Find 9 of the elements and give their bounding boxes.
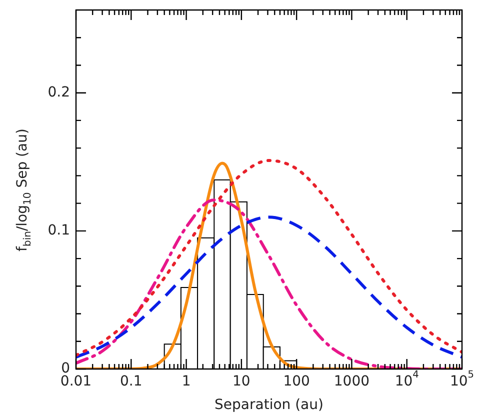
x-tick-label: 0.01: [60, 374, 92, 390]
x-axis-title: Separation (au): [214, 397, 324, 414]
x-tick-label: 0.1: [120, 374, 142, 390]
y-tick-label: 0.2: [48, 84, 70, 100]
x-tick-label: 100: [283, 374, 310, 390]
x-tick-label: 10: [232, 374, 250, 390]
x-tick-label: 1: [182, 374, 191, 390]
x-tick-label: 1000: [334, 374, 370, 390]
y-tick-label: 0.1: [48, 222, 70, 239]
